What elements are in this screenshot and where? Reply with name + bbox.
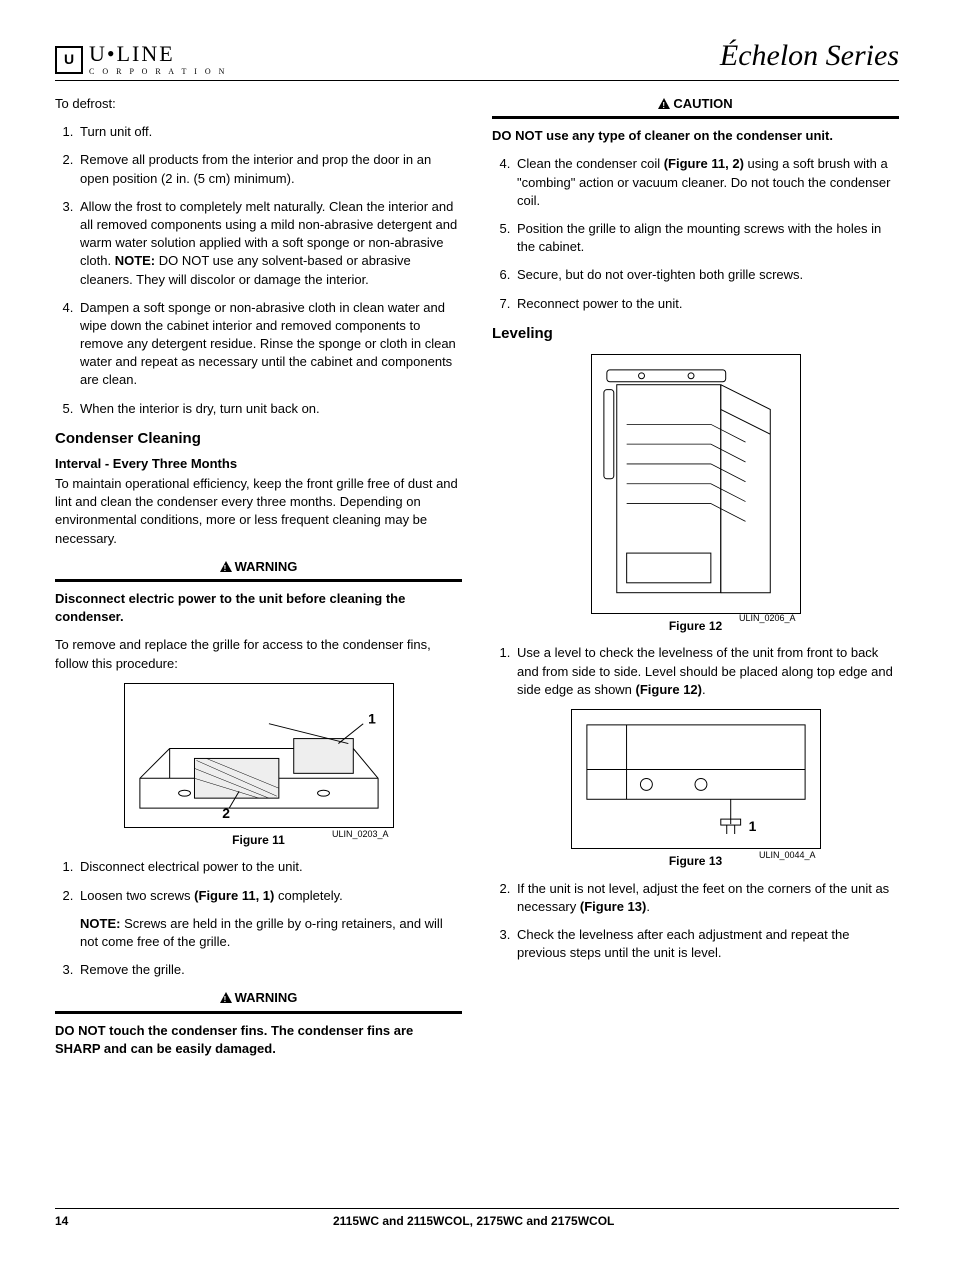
warning-banner: WARNING bbox=[55, 989, 462, 1013]
page-number: 14 bbox=[55, 1213, 68, 1230]
list-item: Remove all products from the interior an… bbox=[77, 151, 462, 187]
warning-text: Disconnect electric power to the unit be… bbox=[55, 590, 462, 626]
figure-12-svg bbox=[592, 355, 800, 613]
list-item: Turn unit off. bbox=[77, 123, 462, 141]
svg-text:1: 1 bbox=[748, 818, 756, 834]
right-column: CAUTION DO NOT use any type of cleaner o… bbox=[492, 95, 899, 1068]
leveling-steps-cont: If the unit is not level, adjust the fee… bbox=[492, 880, 899, 963]
list-item: Position the grille to align the mountin… bbox=[514, 220, 899, 256]
list-item: Loosen two screws (Figure 11, 1) complet… bbox=[77, 887, 462, 952]
caution-text: DO NOT use any type of cleaner on the co… bbox=[492, 127, 899, 145]
list-item: Reconnect power to the unit. bbox=[514, 295, 899, 313]
logo-mark: U bbox=[55, 46, 83, 74]
warning-icon bbox=[220, 992, 232, 1003]
figure-11: 1 2 ULIN_0203_A Figure 11 bbox=[55, 683, 462, 849]
list-item: Use a level to check the levelness of th… bbox=[514, 644, 899, 699]
left-column: To defrost: Turn unit off. Remove all pr… bbox=[55, 95, 462, 1068]
footer-models: 2115WC and 2115WCOL, 2175WC and 2175WCOL bbox=[333, 1213, 614, 1230]
series-title: Échelon Series bbox=[720, 35, 899, 77]
list-item: Secure, but do not over-tighten both gri… bbox=[514, 266, 899, 284]
list-item: Dampen a soft sponge or non-abrasive clo… bbox=[77, 299, 462, 390]
interval-heading: Interval - Every Three Months bbox=[55, 455, 462, 473]
warning-banner: WARNING bbox=[55, 558, 462, 582]
brand-name: U•LINE bbox=[89, 43, 227, 65]
warning-text: DO NOT touch the condenser fins. The con… bbox=[55, 1022, 462, 1058]
page-header: U U•LINE C O R P O R A T I O N Échelon S… bbox=[55, 35, 899, 81]
figure-13: 1 ULIN_0044_A Figure 13 bbox=[492, 709, 899, 870]
list-item: Allow the frost to completely melt natur… bbox=[77, 198, 462, 289]
grille-intro: To remove and replace the grille for acc… bbox=[55, 636, 462, 672]
list-item: If the unit is not level, adjust the fee… bbox=[514, 880, 899, 916]
figure-11-ref: ULIN_0203_A bbox=[125, 828, 393, 841]
condenser-steps-cont: Clean the condenser coil (Figure 11, 2) … bbox=[492, 155, 899, 312]
defrost-list: Turn unit off. Remove all products from … bbox=[55, 123, 462, 418]
grille-steps: Disconnect electrical power to the unit.… bbox=[55, 858, 462, 979]
caution-banner: CAUTION bbox=[492, 95, 899, 119]
list-item: Remove the grille. bbox=[77, 961, 462, 979]
list-item: Clean the condenser coil (Figure 11, 2) … bbox=[514, 155, 899, 210]
list-item: Check the levelness after each adjustmen… bbox=[514, 926, 899, 962]
figure-13-svg: 1 bbox=[572, 710, 820, 849]
list-item: Disconnect electrical power to the unit. bbox=[77, 858, 462, 876]
warning-icon bbox=[220, 561, 232, 572]
brand-logo: U U•LINE C O R P O R A T I O N bbox=[55, 43, 227, 77]
defrost-intro: To defrost: bbox=[55, 95, 462, 113]
condenser-heading: Condenser Cleaning bbox=[55, 428, 462, 449]
figure-13-ref: ULIN_0044_A bbox=[572, 849, 820, 862]
brand-sub: C O R P O R A T I O N bbox=[89, 66, 227, 77]
caution-icon bbox=[658, 98, 670, 109]
list-item: When the interior is dry, turn unit back… bbox=[77, 400, 462, 418]
figure-12-ref: ULIN_0206_A bbox=[592, 612, 800, 625]
figure-11-svg: 1 2 bbox=[125, 684, 393, 828]
leveling-heading: Leveling bbox=[492, 323, 899, 344]
figure-12: ULIN_0206_A Figure 12 bbox=[492, 354, 899, 635]
interval-text: To maintain operational efficiency, keep… bbox=[55, 475, 462, 548]
leveling-steps: Use a level to check the levelness of th… bbox=[492, 644, 899, 699]
page-footer: 14 2115WC and 2115WCOL, 2175WC and 2175W… bbox=[55, 1208, 899, 1230]
figure-11-label-1: 1 bbox=[368, 710, 376, 726]
